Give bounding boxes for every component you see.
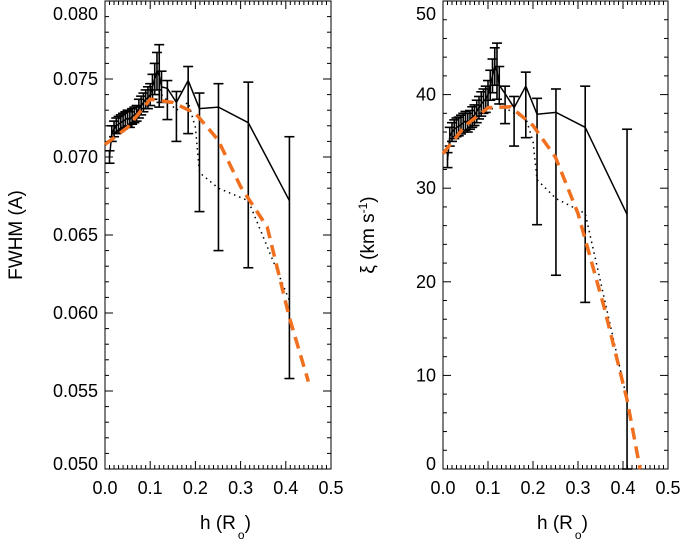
fit-dashed-series — [441, 104, 642, 470]
y-axis-label-fwhm: FWHM (A) — [6, 190, 27, 280]
x-label-sub: o — [238, 528, 245, 542]
y-tick-label: 0.065 — [53, 225, 98, 245]
y-axis-label-xi-sup: -1 — [356, 202, 370, 213]
solid-line-series — [108, 69, 291, 202]
dotted-line-series — [498, 103, 628, 400]
dotted-line-series — [160, 94, 291, 301]
solid-line-series — [446, 64, 628, 215]
x-label-close: ) — [582, 513, 588, 534]
y-tick-label: 10 — [416, 365, 436, 385]
x-tick-label: 0.1 — [475, 478, 500, 498]
y-axis-label-xi: ξ (km s-1) — [356, 196, 379, 273]
x-tick-label: 0.0 — [92, 478, 117, 498]
x-tick-label: 0.3 — [565, 478, 590, 498]
y-tick-label: 0.075 — [53, 69, 98, 89]
x-tick-label: 0.4 — [273, 478, 298, 498]
y-tick-label: 0.070 — [53, 147, 98, 167]
y-tick-label: 50 — [416, 4, 436, 24]
y-tick-label: 0.050 — [53, 454, 98, 474]
x-tick-label: 0.1 — [138, 478, 163, 498]
x-tick-label: 0.5 — [318, 478, 343, 498]
x-tick-label: 0.3 — [228, 478, 253, 498]
y-tick-label: 20 — [416, 272, 436, 292]
y-tick-label: 0.080 — [53, 4, 98, 24]
panel-fwhm: 0.0 0.1 0.2 0.3 0.4 0.5 0.050 0.055 0.060 0.065 0.… — [53, 0, 344, 498]
y-tick-label: 30 — [416, 178, 436, 198]
y-axis-label-xi-main: ξ (km s — [358, 213, 379, 273]
x-axis-label-left: h (Ro) — [200, 513, 251, 542]
x-label-sub: o — [575, 528, 582, 542]
y-tick-label: 0.055 — [53, 381, 98, 401]
x-label-main: h (R — [200, 513, 236, 534]
x-tick-label: 0.5 — [655, 478, 680, 498]
x-tick-label: 0.2 — [183, 478, 208, 498]
x-axis-label-right: h (Ro) — [537, 513, 588, 542]
x-tick-label: 0.0 — [430, 478, 455, 498]
y-axis-label-xi-close: ) — [358, 196, 379, 202]
y-tick-label: 0.060 — [53, 303, 98, 323]
x-tick-label: 0.4 — [610, 478, 635, 498]
fit-dashed-series — [103, 97, 311, 383]
x-tick-label: 0.2 — [520, 478, 545, 498]
x-label-close: ) — [245, 513, 251, 534]
y-tick-label: 40 — [416, 85, 436, 105]
y-tick-label: 0 — [426, 454, 436, 474]
x-label-main: h (R — [537, 513, 573, 534]
panel-xi: 0.0 0.1 0.2 0.3 0.4 0.5 0 10 20 30 40 50 — [416, 0, 681, 498]
